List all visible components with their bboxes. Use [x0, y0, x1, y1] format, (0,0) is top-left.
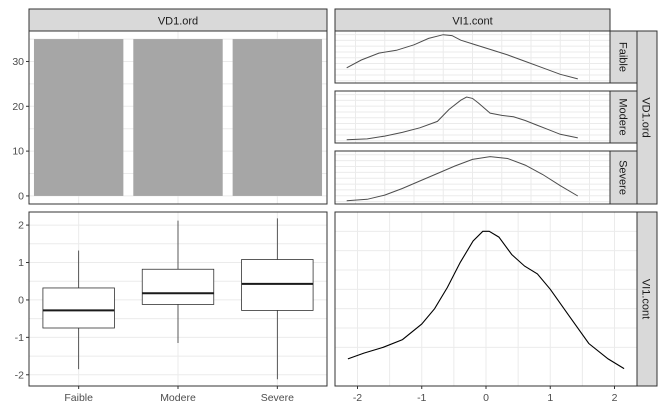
x-tick-label: -2: [353, 392, 362, 404]
density-line-severe: [346, 156, 579, 202]
bar-panel-border: [28, 30, 328, 205]
bar-faible: [33, 39, 124, 196]
y-tick-label: 1: [18, 257, 24, 269]
x-tick-label-faible: Faible: [64, 392, 93, 404]
bar-severe: [232, 39, 323, 196]
box-modere: [141, 268, 215, 305]
box-faible: [42, 287, 115, 329]
row-strip-faible: [609, 30, 638, 84]
x-tick-label: 1: [547, 392, 553, 404]
row-strip-bottom-label: VI1.cont: [640, 279, 652, 319]
bar-panel: 0 10 20 30: [12, 30, 328, 205]
y-tick-label: -2: [15, 369, 24, 381]
bar-modere: [133, 39, 223, 196]
density-panel: -2 -1 0 1 2: [334, 211, 638, 404]
x-tick-label: 2: [612, 392, 618, 404]
x-tick-label: 0: [483, 392, 489, 404]
y-tick-label: 0: [18, 294, 24, 306]
row-strip-bottom: VI1.cont: [636, 211, 658, 387]
row-strip-modere-label: Modere: [617, 98, 629, 135]
col-strip-right: VI1.cont: [334, 8, 611, 32]
density-line-overall: [347, 230, 625, 370]
density-line-faible: [346, 34, 578, 80]
y-tick-label: 20: [12, 101, 24, 113]
box-severe: [241, 259, 314, 311]
y-tick-label: 0: [18, 190, 24, 202]
col-strip-left-label: VD1.ord: [158, 16, 198, 28]
boxplot-panel: -2 -1 0 1 2 Faible Modere Severe: [15, 211, 328, 404]
x-tick-label-severe: Severe: [261, 392, 294, 404]
row-strip-faible-label: Faible: [617, 42, 629, 72]
x-tick-label-modere: Modere: [160, 392, 196, 404]
y-tick-label: 30: [12, 56, 24, 68]
row-strip-top: VD1.ord: [636, 30, 658, 205]
col-strip-right-label: VI1.cont: [452, 16, 492, 28]
y-tick-label: 10: [12, 146, 24, 158]
row-strip-top-label: VD1.ord: [640, 97, 652, 137]
density-line-modere: [346, 96, 578, 141]
col-strip-left: VD1.ord: [28, 8, 328, 32]
y-tick-label: -1: [15, 332, 24, 344]
density-by-group-panel: Faible Modere Severe: [334, 30, 638, 205]
y-tick-label: 2: [18, 220, 24, 232]
row-strip-severe-label: Severe: [617, 160, 629, 195]
x-tick-label: -1: [417, 392, 426, 404]
